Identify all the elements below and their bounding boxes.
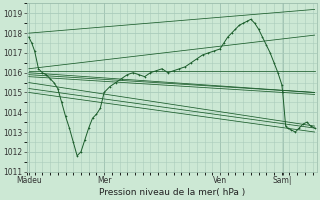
X-axis label: Pression niveau de la mer( hPa ): Pression niveau de la mer( hPa ) xyxy=(99,188,245,197)
